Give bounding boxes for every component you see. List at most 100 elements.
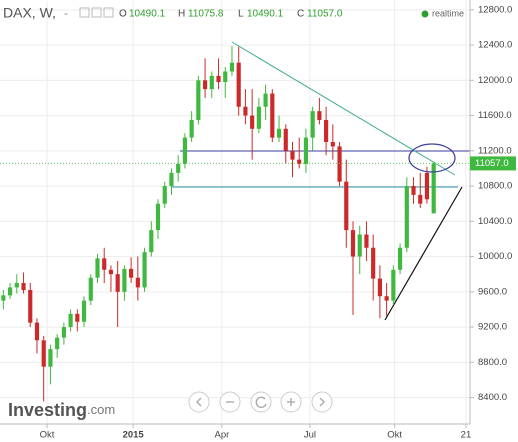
logo: Investing.com: [8, 400, 115, 420]
candle-body: [189, 119, 194, 138]
axes: 8400.0 8800.0 9200.0 9600.0 10000.0 10400.0 10…: [40, 4, 516, 441]
candle-body: [8, 287, 13, 296]
candle-body: [377, 278, 382, 297]
icon: [319, 397, 325, 407]
trend-line-up: [384, 186, 463, 321]
symbol: DAX, W,: [3, 5, 56, 21]
x-tick-label: 21: [461, 430, 472, 441]
y-tick-label: 12800.0: [478, 4, 512, 15]
candle-body: [155, 203, 161, 231]
candle-body: [418, 194, 423, 204]
candle-body: [14, 283, 19, 288]
ohlc-value: 11075.8: [188, 9, 224, 20]
icon[interactable]: [91, 7, 102, 18]
candle-body: [344, 181, 349, 231]
ohlc-key: L: [238, 9, 244, 20]
candle-body: [337, 146, 342, 182]
scroll-right-button[interactable]: [311, 391, 333, 413]
candle-body: [196, 80, 201, 120]
candle-body: [310, 111, 315, 138]
candle-body: [108, 269, 114, 275]
ohlc-value: 10490.1: [129, 9, 166, 20]
x-tick-label: Apr: [214, 430, 229, 441]
candle-body: [61, 327, 66, 338]
y-tick-label: 10800.0: [478, 181, 512, 192]
y-tick-label: 12000.0: [478, 75, 512, 86]
ohlc-key: C: [297, 9, 304, 20]
y-tick-label: 8800.0: [478, 357, 507, 368]
x-tick-label: 2015: [123, 430, 145, 441]
candles: [0, 45, 470, 402]
candle-body: [324, 119, 329, 142]
x-tick-label: Jul: [304, 430, 316, 441]
candle-body: [182, 137, 187, 165]
highlight-ellipse: [408, 143, 456, 173]
scroll-left-button[interactable]: [188, 391, 210, 413]
candle-body: [209, 75, 214, 90]
candle-body: [404, 186, 409, 248]
candle-body: [28, 290, 33, 323]
y-tick-label: 11200.0: [478, 145, 512, 156]
candle-body: [229, 62, 235, 72]
candle-body: [263, 93, 268, 107]
candle-body: [276, 128, 282, 138]
candle-body: [176, 164, 181, 173]
grid: [0, 1, 470, 424]
last-price-label: 11057.0: [475, 158, 509, 169]
candle-body: [411, 186, 416, 195]
candle-body: [34, 322, 40, 341]
candle-body: [223, 71, 228, 83]
icon[interactable]: [103, 7, 114, 18]
logo-suffix: .com: [87, 402, 115, 417]
candle-body: [216, 75, 221, 83]
candle-body: [236, 62, 241, 107]
ohlc-key: H: [178, 9, 185, 20]
candle-body: [357, 234, 362, 257]
candle-body: [202, 80, 208, 90]
candle-body: [283, 128, 288, 151]
y-tick-label: 10400.0: [478, 216, 512, 227]
candle-body: [115, 274, 120, 292]
trend-line-down: [231, 41, 456, 176]
candle-body: [243, 106, 248, 116]
toolbar-icons: [196, 396, 325, 409]
logo-brand: Investing: [8, 400, 87, 420]
y-tick-label: 9200.0: [478, 322, 507, 333]
candle-body: [290, 150, 295, 160]
candle-body: [21, 283, 26, 291]
candle-body: [303, 137, 309, 165]
candle-body: [142, 252, 147, 288]
candle-body: [350, 230, 356, 257]
icon: [255, 396, 267, 409]
candle-body: [95, 258, 100, 278]
candle-body: [297, 159, 302, 165]
candle-body: [129, 268, 134, 278]
candle-body: [1, 295, 6, 301]
ohlc-key: O: [119, 9, 127, 20]
y-tick-label: 12400.0: [478, 40, 512, 51]
candle-body: [169, 172, 174, 187]
candle-body: [424, 172, 430, 200]
separator: -: [64, 6, 68, 20]
candle-body: [270, 93, 275, 138]
status: realtime: [432, 8, 464, 18]
candle-body: [317, 111, 322, 120]
candle-body: [250, 115, 255, 129]
candle-body: [88, 277, 93, 301]
y-tick-label: 11600.0: [478, 110, 512, 121]
candle-body: [135, 277, 140, 288]
icon: [196, 397, 202, 407]
icon[interactable]: [79, 7, 90, 18]
candle-body: [431, 163, 436, 214]
candle-body: [391, 269, 396, 301]
candle-body: [256, 106, 261, 129]
reset-button[interactable]: [250, 391, 272, 413]
last-price-box: [470, 156, 516, 171]
candle-body: [81, 300, 87, 322]
candle-body: [41, 340, 46, 367]
candle-body: [102, 258, 107, 270]
candle-body: [384, 296, 389, 301]
candle-body: [75, 313, 80, 322]
x-tick-label: Okt: [387, 430, 402, 441]
